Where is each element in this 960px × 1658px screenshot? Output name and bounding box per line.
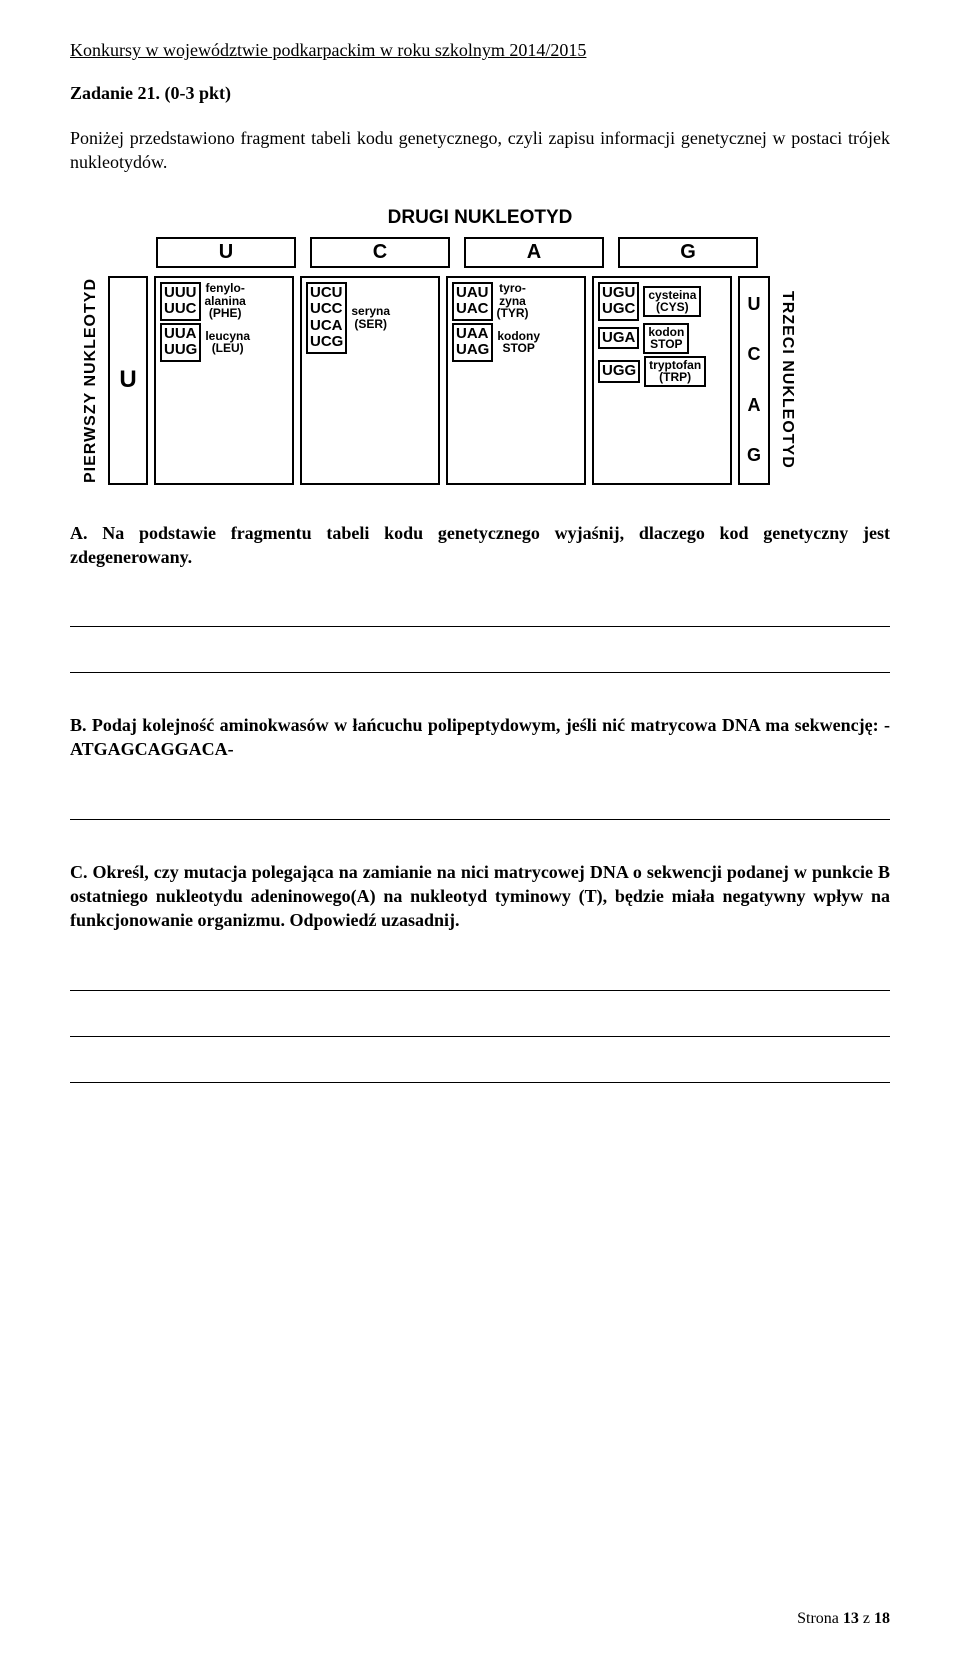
answer-lines-a	[70, 597, 890, 673]
aa-tyr: tyro-zyna(TYR)	[497, 282, 529, 320]
task-title: Zadanie 21. (0-3 pkt)	[70, 83, 890, 104]
aa-ser: seryna(SER)	[351, 305, 390, 330]
figure-row: PIERWSZY NUKLEOTYD U UUU UUC fenylo-alan…	[80, 276, 880, 485]
codon: UUG	[164, 342, 197, 359]
page-footer: Strona 13 z 18	[797, 1610, 890, 1628]
aa-stop-a: kodonySTOP	[497, 330, 540, 355]
col-head-a: A	[464, 237, 604, 268]
codon-box-ser: UCU UCC UCA UCG	[306, 282, 347, 354]
col-head-g: G	[618, 237, 758, 268]
figure-title: DRUGI NUKLEOTYD	[80, 207, 880, 229]
codon-block-leu: UUA UUG leucyna(LEU)	[160, 323, 288, 362]
aa-stop-g: kodonSTOP	[643, 323, 689, 354]
answer-line	[70, 597, 890, 627]
codon-block-tyr: UAU UAC tyro-zyna(TYR)	[452, 282, 580, 321]
page-header: Konkursy w województwie podkarpackim w r…	[70, 40, 890, 61]
answer-lines-c	[70, 961, 890, 1083]
first-nucleotide-u: U	[108, 276, 148, 485]
col-head-c: C	[310, 237, 450, 268]
third-nucleotide-column: U C A G	[738, 276, 770, 485]
codon-box-tyr: UAU UAC	[452, 282, 493, 321]
codon: UGG	[602, 363, 636, 380]
codon: UGC	[602, 301, 635, 318]
codon: UUA	[164, 326, 197, 343]
third-n-u: U	[742, 294, 766, 315]
codon: UAU	[456, 285, 489, 302]
third-n-g: G	[742, 445, 766, 466]
codon-group-g: UGU UGC cysteina(CYS) UGA kodonSTOP UGG …	[592, 276, 732, 485]
codon-block-stop-a: UAA UAG kodonySTOP	[452, 323, 580, 362]
third-n-a: A	[742, 395, 766, 416]
codon-block-trp: UGG tryptofan(TRP)	[598, 356, 726, 387]
codon-block-cys: UGU UGC cysteina(CYS)	[598, 282, 726, 321]
col-head-u: U	[156, 237, 296, 268]
codon-group-c: UCU UCC UCA UCG seryna(SER)	[300, 276, 440, 485]
codon-box-phe: UUU UUC	[160, 282, 201, 321]
answer-line	[70, 643, 890, 673]
codon-box-leu: UUA UUG	[160, 323, 201, 362]
codon: UGA	[602, 330, 635, 347]
codon: UAG	[456, 342, 489, 359]
codon: UAC	[456, 301, 489, 318]
aa-phe: fenylo-alanina(PHE)	[205, 282, 246, 320]
answer-line	[70, 1053, 890, 1083]
first-nucleotide-label: PIERWSZY NUKLEOTYD	[80, 276, 102, 485]
codon-block-ser: UCU UCC UCA UCG seryna(SER)	[306, 282, 434, 354]
codon: UAA	[456, 326, 489, 343]
codon-block-stop-g: UGA kodonSTOP	[598, 323, 726, 354]
footer-page: 13	[843, 1610, 859, 1627]
footer-mid: z	[859, 1610, 874, 1627]
aa-leu: leucyna(LEU)	[205, 330, 250, 355]
third-n-c: C	[742, 344, 766, 365]
codon: UUC	[164, 301, 197, 318]
codon-group-a: UAU UAC tyro-zyna(TYR) UAA UAG kodonySTO…	[446, 276, 586, 485]
codon: UCU	[310, 285, 343, 302]
column-headers: U C A G	[156, 237, 880, 268]
codon: UCG	[310, 334, 343, 351]
question-a: A. Na podstawie fragmentu tabeli kodu ge…	[70, 521, 890, 570]
codon-box-stop-g: UGA	[598, 327, 639, 350]
aa-trp: tryptofan(TRP)	[644, 356, 706, 387]
codon: UCC	[310, 301, 343, 318]
codon-block-phe: UUU UUC fenylo-alanina(PHE)	[160, 282, 288, 321]
codon: UUU	[164, 285, 197, 302]
aa-cys: cysteina(CYS)	[643, 286, 701, 317]
third-nucleotide-label: TRZECI NUKLEOTYD	[776, 276, 798, 485]
footer-total: 18	[874, 1610, 890, 1627]
codon: UCA	[310, 318, 343, 335]
codon: UGU	[602, 285, 635, 302]
question-b: B. Podaj kolejność aminokwasów w łańcuch…	[70, 713, 890, 762]
question-c: C. Określ, czy mutacja polegająca na zam…	[70, 860, 890, 933]
footer-prefix: Strona	[797, 1610, 843, 1627]
codon-box-trp: UGG	[598, 360, 640, 383]
codon-group-u: UUU UUC fenylo-alanina(PHE) UUA UUG leuc…	[154, 276, 294, 485]
answer-line	[70, 961, 890, 991]
genetic-code-figure: DRUGI NUKLEOTYD U C A G PIERWSZY NUKLEOT…	[70, 201, 890, 491]
codon-box-stop-a: UAA UAG	[452, 323, 493, 362]
task-intro: Poniżej przedstawiono fragment tabeli ko…	[70, 126, 890, 175]
codon-box-cys: UGU UGC	[598, 282, 639, 321]
answer-line	[70, 790, 890, 820]
answer-line	[70, 1007, 890, 1037]
answer-lines-b	[70, 790, 890, 820]
